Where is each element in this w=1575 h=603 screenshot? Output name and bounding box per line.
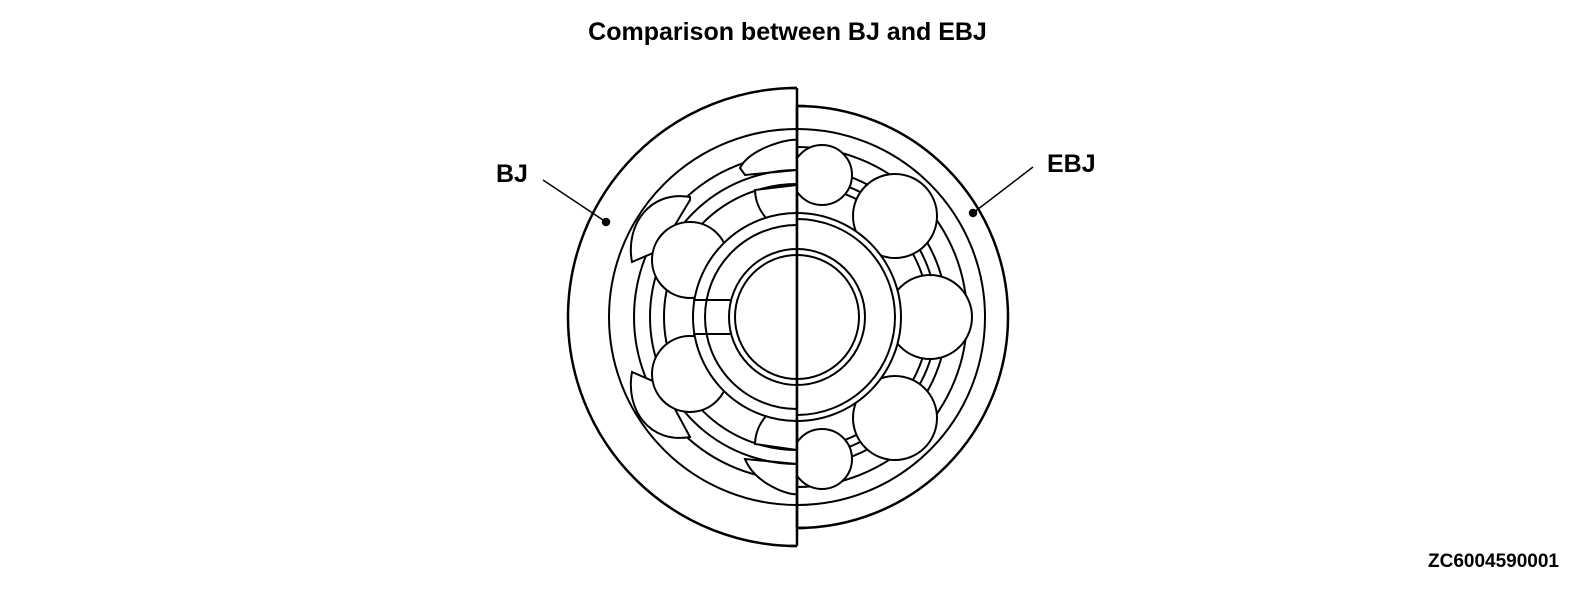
bj-outer-race bbox=[566, 86, 797, 548]
bj-outer-ring bbox=[608, 128, 797, 506]
bj-label: BJ bbox=[496, 160, 528, 188]
ebj-label: EBJ bbox=[1047, 150, 1096, 178]
ebj-leader bbox=[968, 166, 1034, 218]
ebj-ball bbox=[797, 144, 853, 206]
bj-track bbox=[629, 370, 692, 439]
ebj-balls bbox=[797, 144, 973, 490]
bj-track bbox=[629, 195, 691, 264]
bj-housing-ring bbox=[633, 153, 797, 481]
figure-id: ZC6004590001 bbox=[1428, 551, 1559, 572]
ebj-ball bbox=[852, 375, 938, 461]
ebj-outer-ring bbox=[797, 128, 986, 506]
ebj-ball bbox=[797, 428, 853, 490]
bj-half bbox=[566, 86, 797, 548]
ebj-outer-race bbox=[797, 104, 1010, 530]
bj-cage-outer bbox=[649, 169, 797, 465]
bj-track bbox=[738, 138, 797, 177]
bj-leader bbox=[542, 179, 611, 227]
ebj-bore-inner bbox=[797, 254, 860, 380]
ebj-ball bbox=[852, 173, 938, 259]
bj-ball-tracks bbox=[629, 138, 797, 496]
bj-balls bbox=[651, 183, 797, 452]
diagram-title: Comparison between BJ and EBJ bbox=[588, 18, 987, 46]
bj-bore-inner bbox=[734, 254, 797, 380]
bj-cage-inner bbox=[663, 183, 797, 451]
ebj-half bbox=[797, 104, 1010, 530]
